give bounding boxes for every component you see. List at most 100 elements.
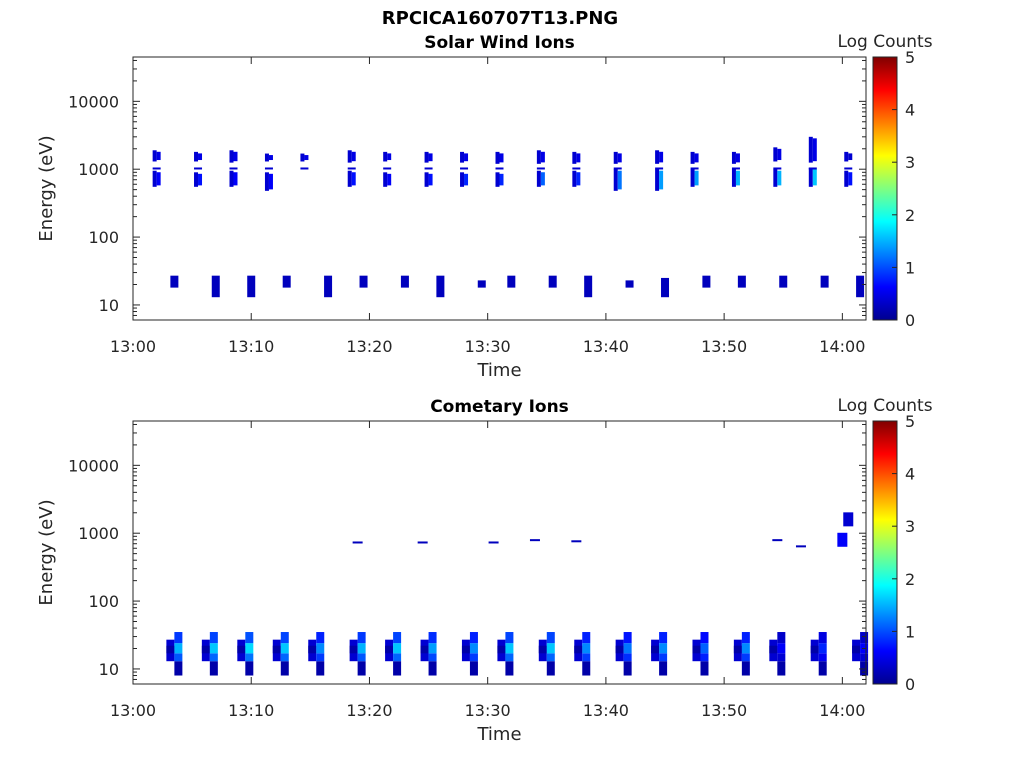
sw-bin-14-mid — [424, 167, 433, 170]
sw-bin-0-1b — [156, 172, 161, 186]
sw-bin-2-0b — [198, 153, 203, 161]
sw-axes-box — [132, 56, 867, 321]
sw-bin-16-1a — [460, 172, 465, 187]
com-bin-7-b2 — [428, 653, 437, 662]
sw-low-bin-5 — [247, 275, 256, 298]
sw-y-tick-label: 10 — [99, 296, 119, 315]
sw-bin-34-1b — [812, 169, 817, 186]
sw-colorbar — [872, 56, 898, 321]
sw-bin-22-0a — [572, 151, 577, 164]
com-panel-title: Cometary Ions — [430, 397, 569, 417]
sw-bin-12-mid — [383, 167, 392, 170]
sw-bin-30-0a — [731, 151, 736, 164]
com-bin-13-b4 — [659, 632, 668, 644]
sw-bin-32-0a — [773, 147, 778, 162]
com-bin-4-b3 — [316, 643, 325, 654]
sw-bin-34-1a — [808, 167, 813, 187]
sw-bin-6-1a — [264, 172, 269, 191]
sw-bin-16-0b — [464, 153, 469, 162]
com-bin-12-b3 — [623, 643, 632, 654]
com-bin-14-b4 — [700, 632, 709, 644]
com-bin-3-b3 — [280, 643, 289, 654]
sw-bin-14-0b — [428, 153, 433, 162]
sw-colorbar-tick-label: 4 — [905, 101, 915, 120]
com-bin-2-b1 — [245, 661, 254, 676]
sw-low-bin-29 — [702, 275, 711, 288]
com-bin-12-a2 — [615, 645, 624, 654]
sw-bin-16-mid — [460, 167, 469, 170]
com-bin-10-b1 — [546, 661, 555, 676]
com-bin-14-a2 — [692, 645, 701, 654]
com-bin-4-a2 — [308, 645, 317, 654]
com-bin-16-b4 — [777, 632, 786, 644]
sw-low-bin-35 — [820, 275, 829, 288]
com-bin-1-b2 — [209, 653, 218, 662]
sw-bin-4-1a — [229, 170, 234, 187]
com-bin-11-b2 — [582, 653, 591, 662]
com-bin-1-b1 — [209, 661, 218, 676]
com-bin-8-b4 — [469, 632, 478, 644]
sw-x-tick-label: 13:40 — [583, 337, 629, 356]
sw-bin-24-mid — [613, 167, 622, 170]
sw-bin-18-0a — [495, 151, 500, 164]
com-y-tick-label: 10 — [99, 660, 119, 679]
com-bin-5-b3 — [357, 643, 366, 654]
com-bin-6-b4 — [393, 632, 402, 644]
sw-bin-30-mid — [731, 167, 740, 170]
com-high-mark-0 — [352, 541, 363, 544]
com-bin-18-b1 — [860, 661, 869, 676]
com-y-tick-label: 1000 — [78, 524, 119, 543]
com-bin-10-a2 — [538, 645, 547, 654]
com-high-mark-4 — [571, 540, 582, 543]
com-y-axis-label: Energy (eV) — [36, 499, 57, 605]
sw-bin-6-0a — [264, 153, 269, 162]
com-x-tick-label: 13:20 — [346, 701, 392, 720]
sw-bin-20-1b — [540, 172, 545, 186]
sw-bin-20-mid — [536, 167, 545, 170]
com-bin-11-b1 — [582, 661, 591, 676]
sw-bin-20-0a — [536, 150, 541, 164]
sw-bin-14-1b — [428, 173, 433, 186]
sw-colorbar-tick-label: 3 — [905, 153, 915, 172]
sw-colorbar-tick-label: 5 — [905, 48, 915, 67]
com-x-tick-label: 13:10 — [228, 701, 274, 720]
sw-x-tick-label: 13:50 — [701, 337, 747, 356]
com-bin-7-b4 — [428, 632, 437, 644]
sw-bin-4-0b — [233, 151, 238, 162]
com-bin-5-a2 — [349, 645, 358, 654]
com-bin-3-b4 — [280, 632, 289, 644]
com-bin-12-b4 — [623, 632, 632, 644]
sw-bin-10-0b — [351, 151, 356, 162]
sw-bin-24-0a — [613, 151, 618, 164]
com-bin-16-b1 — [777, 661, 786, 676]
com-bin-9-a2 — [497, 645, 506, 654]
sw-bin-28-1b — [694, 170, 699, 186]
sw-bin-32-1a — [773, 169, 778, 187]
sw-bin-28-0a — [690, 151, 695, 164]
sw-bin-10-1b — [351, 172, 356, 186]
com-bin-5-b4 — [357, 632, 366, 644]
com-colorbar — [872, 420, 898, 685]
sw-bin-18-0b — [499, 153, 504, 163]
sw-low-bin-37 — [856, 275, 865, 298]
sw-bin-10-mid — [347, 167, 356, 170]
com-bin-13-a2 — [651, 645, 660, 654]
sw-colorbar-label: Log Counts — [837, 32, 932, 52]
com-bin-9-b1 — [505, 661, 514, 676]
sw-bin-12-0b — [387, 153, 392, 161]
com-x-axis-label: Time — [476, 724, 521, 745]
sw-low-bin-9 — [324, 275, 333, 298]
sw-bin-22-0b — [576, 153, 581, 163]
com-bin-4-b4 — [316, 632, 325, 644]
com-bin-7-a2 — [420, 645, 429, 654]
com-bin-11-b3 — [582, 643, 591, 654]
sw-bin-26-0b — [659, 151, 664, 163]
com-bin-9-b3 — [505, 643, 514, 654]
sw-bin-36-0b — [848, 153, 853, 161]
com-colorbar-tick-label: 2 — [905, 570, 915, 589]
sw-bin-4-0a — [229, 150, 234, 163]
com-bin-8-a2 — [461, 645, 470, 654]
sw-bin-28-1a — [690, 169, 695, 187]
sw-low-bin-15 — [436, 275, 445, 298]
com-bin-1-b3 — [209, 643, 218, 654]
